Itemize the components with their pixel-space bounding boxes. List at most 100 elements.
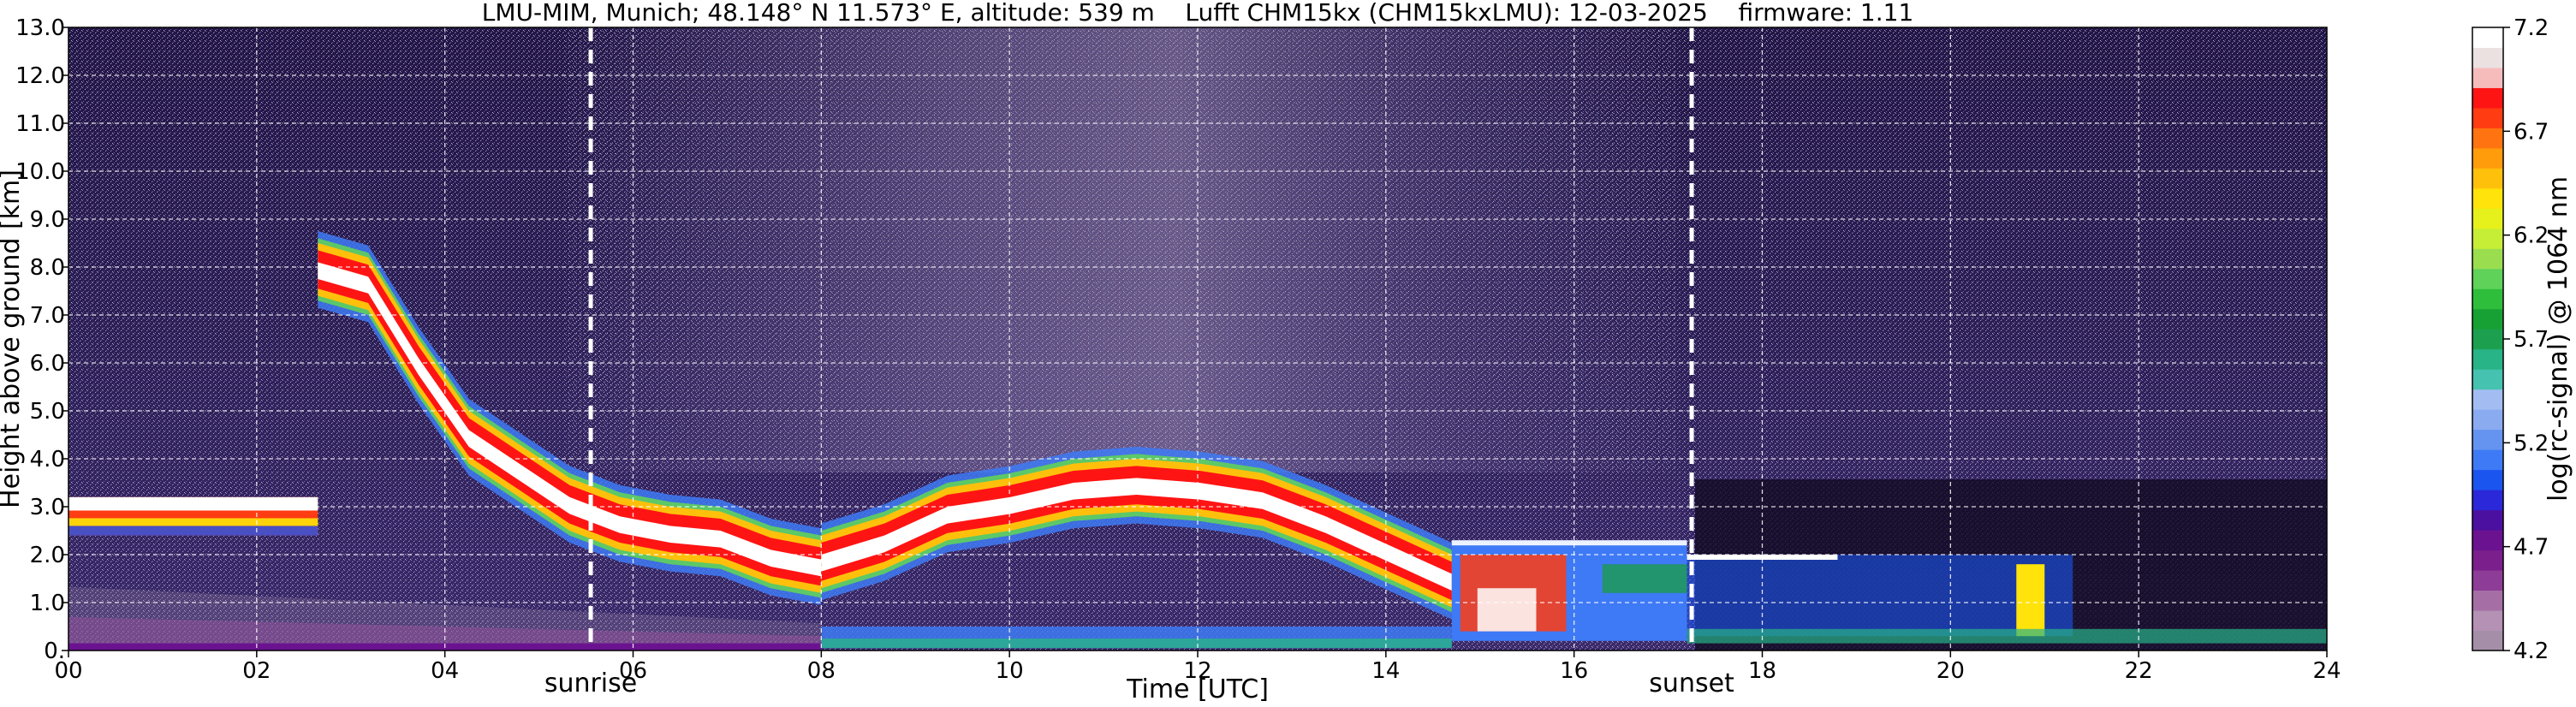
y-axis-label: Height above ground [km] <box>0 169 26 508</box>
y-tick-label: 8.0 <box>30 255 65 281</box>
colorbar-swatch <box>2472 47 2503 68</box>
x-tick-label: 10 <box>996 658 1024 684</box>
y-tick-label: 6.0 <box>30 351 65 377</box>
layer-midday-layer <box>821 447 1452 649</box>
layer-descending-cloud <box>318 231 822 605</box>
x-tick-label: 20 <box>1936 658 1965 684</box>
y-tick-label: 7.0 <box>30 303 65 329</box>
colorbar-swatch <box>2472 590 2503 611</box>
y-tick-label: 4.0 <box>30 447 65 472</box>
surface-aerosol-green <box>821 639 1452 649</box>
colorbar-tick-label: 5.7 <box>2514 327 2549 353</box>
y-tick-label: 0. <box>44 639 65 664</box>
colorbar-label: log(rc-signal) @ 1064 nm <box>2543 176 2573 502</box>
y-tick-label: 12.0 <box>15 63 65 89</box>
cloud-mid <box>68 518 318 526</box>
cloud-base <box>68 526 318 536</box>
sun-markers: sunrise sunset <box>544 27 1734 698</box>
colorbar-tick-label: 6.7 <box>2514 119 2549 145</box>
x-tick-label: 24 <box>2312 658 2341 684</box>
colorbar-swatch <box>2472 348 2503 370</box>
colorbar-swatch <box>2472 208 2503 229</box>
colorbar-tick-label: 5.2 <box>2514 431 2549 456</box>
colorbar-swatch <box>2472 429 2503 450</box>
colorbar-swatch <box>2472 530 2503 551</box>
y-tick-label: 5.0 <box>30 399 65 425</box>
evening-spike <box>2016 564 2045 637</box>
colorbar-swatch <box>2472 147 2503 169</box>
colorbar-swatch <box>2472 107 2503 128</box>
colorbar-tick-label: 6.2 <box>2514 223 2549 249</box>
y-tick-label: 1.0 <box>30 591 65 616</box>
layer-early-cloud <box>68 496 318 536</box>
colorbar-tick-label: 4.7 <box>2514 535 2549 561</box>
colorbar-swatch <box>2472 509 2503 531</box>
y-axis-ticks: 0. 1.0 2.0 3.0 4.0 5.0 6.0 7.0 8.0 9.0 10.0 11.0 12.… <box>15 15 68 664</box>
colorbar-swatch <box>2472 187 2503 209</box>
x-tick-label: 02 <box>242 658 271 684</box>
colorbar-swatch <box>2472 248 2503 270</box>
y-tick-label: 9.0 <box>30 207 65 233</box>
x-axis-label: Time [UTC] <box>1126 674 1269 704</box>
y-tick-label: 13.0 <box>15 15 65 41</box>
colorbar-swatch <box>2472 469 2503 490</box>
afternoon-top <box>1451 540 1687 546</box>
colorbar-swatch <box>2472 369 2503 390</box>
x-tick-label: 14 <box>1371 658 1400 684</box>
colorbar: 4.2 4.7 5.2 5.7 6.2 6.7 7.2 log(rc-signal) @ 1… <box>2472 15 2573 664</box>
x-axis-ticks: 00 02 04 06 08 10 12 14 16 18 20 22 24 <box>54 651 2341 684</box>
colorbar-swatch <box>2472 168 2503 189</box>
colorbar-swatch <box>2472 389 2503 410</box>
aerosol-cloud-layers <box>68 231 2327 651</box>
colorbar-tick-label: 4.2 <box>2514 639 2549 664</box>
colorbar-ticks: 4.2 4.7 5.2 5.7 6.2 6.7 7.2 <box>2503 15 2549 664</box>
evening-blue <box>1687 555 2073 637</box>
colorbar-swatch <box>2472 308 2503 330</box>
x-tick-label: 04 <box>431 658 459 684</box>
colorbar-swatch <box>2472 550 2503 571</box>
x-tick-label: 22 <box>2125 658 2153 684</box>
evening-top <box>1687 555 1838 560</box>
colorbar-swatch <box>2472 610 2503 632</box>
layer-red <box>821 466 1452 601</box>
sunrise-label: sunrise <box>544 668 637 698</box>
colorbar-swatch <box>2472 630 2503 651</box>
layer-edge-green <box>318 238 822 598</box>
layer-core <box>318 262 822 577</box>
afternoon-white <box>1477 588 1537 632</box>
colorbar-swatch <box>2472 409 2503 431</box>
y-tick-label: 11.0 <box>15 111 65 137</box>
x-tick-label: 12 <box>1183 658 1211 684</box>
chart-title: LMU-MIM, Munich; 48.148° N 11.573° E, al… <box>482 0 1914 27</box>
colorbar-swatch <box>2472 27 2503 48</box>
colorbar-swatch <box>2472 87 2503 109</box>
layer-core <box>821 478 1452 591</box>
x-tick-label: 16 <box>1560 658 1588 684</box>
x-tick-label: 00 <box>54 658 82 684</box>
layer-evening-layer <box>1687 555 2327 644</box>
midday-noise-speckle <box>565 27 1678 472</box>
evening-surface <box>1687 628 2327 644</box>
colorbar-swatch <box>2472 67 2503 88</box>
colorbar-swatch <box>2472 228 2503 249</box>
colorbar-swatch <box>2472 288 2503 310</box>
afternoon-green <box>1602 564 1687 593</box>
grid-lines <box>68 27 2327 651</box>
colorbar-swatch <box>2472 449 2503 471</box>
colorbar-swatch <box>2472 268 2503 289</box>
colorbar-swatch <box>2472 570 2503 591</box>
colorbar-swatch <box>2472 329 2503 350</box>
sunset-label: sunset <box>1649 668 1734 698</box>
colorbar-tick-label: 7.2 <box>2514 15 2549 41</box>
x-tick-label: 18 <box>1748 658 1776 684</box>
cloud-top <box>68 496 318 511</box>
x-tick-label: 08 <box>807 658 836 684</box>
colorbar-swatch <box>2472 128 2503 149</box>
y-tick-label: 10.0 <box>15 159 65 185</box>
layer-afternoon-layer <box>1451 540 1687 641</box>
x-tick-label: 06 <box>619 658 647 684</box>
y-tick-label: 2.0 <box>30 543 65 568</box>
y-tick-label: 3.0 <box>30 495 65 520</box>
residual-layer-fill <box>68 616 822 651</box>
